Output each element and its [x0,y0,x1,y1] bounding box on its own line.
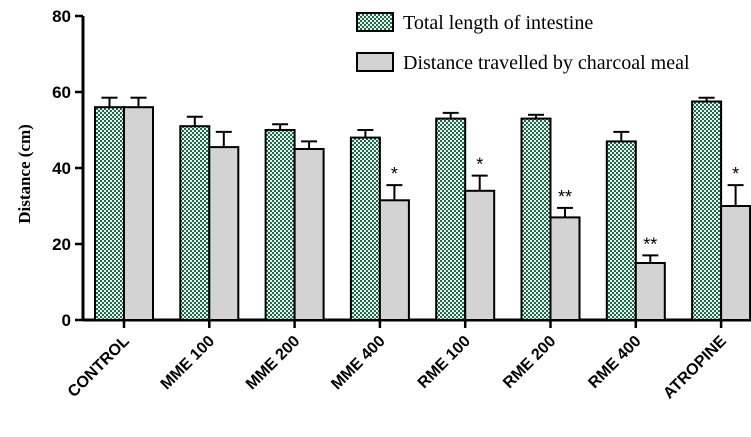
x-tick-label: MME 100 [158,333,219,394]
y-tick-label: 80 [52,7,71,26]
y-tick-label: 20 [52,235,71,254]
x-tick-label: ATROPINE [660,333,730,403]
x-tick-label: MME 400 [328,333,389,394]
bar [435,117,467,321]
significance-label: * [391,164,398,184]
y-tick-label: 0 [62,311,71,330]
legend-label: Distance travelled by charcoal meal [403,52,690,74]
legend-label: Total length of intestine [403,12,593,34]
bar [378,199,410,321]
significance-label: * [476,155,483,175]
significance-label: ** [643,234,657,254]
bar [605,140,637,321]
bar [123,106,154,321]
y-tick-label: 40 [52,159,71,178]
y-axis-label: Distance (cm) [15,124,34,224]
x-tick-labels: CONTROL MME 100 MME 200 MME 400 RME 100 RME 2… [65,333,730,403]
bar [464,189,496,321]
legend-swatch [356,12,394,32]
x-tick-label: RME 200 [500,333,559,392]
bar [349,136,381,321]
bar [208,146,240,321]
bar [179,125,211,321]
bar [691,100,723,321]
x-tick-label: CONTROL [65,333,133,401]
bar [94,106,125,321]
bar [634,262,666,321]
significance-label: * [732,164,739,184]
x-tick-label: MME 200 [243,333,304,394]
x-tick-label: RME 400 [585,333,644,392]
bar [264,129,296,321]
x-tick-label: RME 100 [415,333,474,392]
y-tick-label: 60 [52,83,71,102]
bars: * ****** [94,96,751,321]
legend: Total length of intestine Distance travel… [356,12,690,74]
legend-swatch [356,52,394,72]
bar [720,205,751,321]
bar [549,216,581,321]
bar [520,117,552,321]
bar [293,148,325,321]
significance-label: ** [558,187,572,207]
